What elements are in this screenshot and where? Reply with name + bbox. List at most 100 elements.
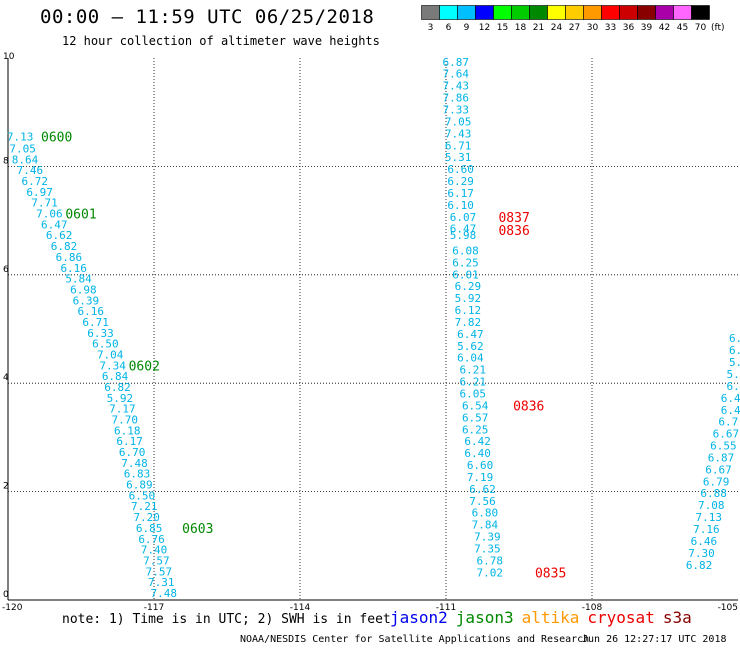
wave-height-value: 5.92 xyxy=(107,392,134,405)
colorbar-swatch xyxy=(691,5,710,20)
footer-note: note: 1) Time is in UTC; 2) SWH is in fe… xyxy=(62,612,391,627)
colorbar-label: 33 xyxy=(605,23,616,33)
wave-height-value: 6.16 xyxy=(60,262,87,275)
time-label: 0837 xyxy=(498,211,529,226)
wave-height-value: 6.84 xyxy=(102,370,129,383)
wave-height-value: 6.67 xyxy=(713,428,740,441)
satellite-legend: jason2 jason3 altika cryosat s3a xyxy=(390,608,700,627)
y-tick-label: 4 xyxy=(3,373,9,383)
wave-height-value: 6.25 xyxy=(452,256,479,269)
wave-height-value: 6.40 xyxy=(464,447,491,460)
time-label: 0836 xyxy=(513,399,544,414)
wave-height-value: 6.29 xyxy=(455,280,482,293)
wave-height-value: 6.50 xyxy=(129,489,156,502)
wave-height-value: 6.72 xyxy=(22,175,49,188)
wave-height-value: 6.17 xyxy=(447,187,474,200)
wave-height-chart: -120 -117 -114 -111 -108 -10502468107.137.058… xyxy=(2,52,740,610)
colorbar-label: 18 xyxy=(515,23,527,33)
wave-height-value: 7.39 xyxy=(474,531,501,544)
wave-height-value: 6.21 xyxy=(460,364,487,377)
wave-height-value: 6.76 xyxy=(138,533,165,546)
wave-height-value: 7.13 xyxy=(696,511,723,524)
wave-height-value: 7.86 xyxy=(442,92,469,105)
wave-height-value: 7.40 xyxy=(141,544,168,557)
wave-height-value: 7.31 xyxy=(148,576,175,589)
wave-height-value: 6.57 xyxy=(462,411,489,424)
wave-height-value: 7.57 xyxy=(143,554,170,567)
wave-height-value: 5.98 xyxy=(450,229,477,242)
colorbar-label: 39 xyxy=(641,23,653,33)
legend-altika: altika xyxy=(521,608,580,627)
colorbar-label: 21 xyxy=(533,23,544,33)
wave-height-value: 6.85 xyxy=(136,522,163,535)
time-label: 0602 xyxy=(129,359,160,374)
wave-height-value: 7.70 xyxy=(112,414,139,427)
wave-height-value: 7.19 xyxy=(467,471,494,484)
wave-height-value: 7.56 xyxy=(469,495,496,508)
wave-height-value: 5.62 xyxy=(457,340,484,353)
page-subtitle: 12 hour collection of altimeter wave hei… xyxy=(62,34,380,48)
colorbar-label: 15 xyxy=(497,23,508,33)
y-tick-label: 6 xyxy=(3,265,9,275)
time-label: 0600 xyxy=(41,131,72,146)
legend-cryosat: cryosat xyxy=(587,608,655,627)
wave-height-value: 6.54 xyxy=(462,399,489,412)
x-tick-label: -105 xyxy=(718,603,738,610)
wave-height-value: 7.64 xyxy=(442,68,469,81)
y-tick-label: 10 xyxy=(3,52,15,62)
wave-height-value: 6. xyxy=(729,332,740,345)
wave-height-value: 6.4 xyxy=(721,392,740,405)
time-label: 0601 xyxy=(65,208,96,223)
legend-jason2: jason2 xyxy=(390,608,448,627)
wave-height-value: 6.89 xyxy=(126,479,153,492)
wave-height-value: 7.08 xyxy=(698,499,725,512)
wave-height-value: 6.05 xyxy=(460,387,487,400)
x-tick-label: -111 xyxy=(436,603,456,610)
wave-height-value: 6.7 xyxy=(718,416,738,429)
wave-height-value: 7.48 xyxy=(121,457,148,470)
wave-height-value: 7.21 xyxy=(131,500,158,513)
page-title: 00:00 – 11:59 UTC 06/25/2018 xyxy=(40,6,375,28)
wave-height-value: 6.01 xyxy=(452,268,479,281)
colorbar-label: 45 xyxy=(677,23,688,33)
time-label: 0603 xyxy=(182,522,213,537)
wave-height-value: 6.4 xyxy=(721,404,740,417)
wave-height-value: 6.17 xyxy=(116,435,143,448)
legend-jason3: jason3 xyxy=(455,608,514,627)
wave-height-value: 6.07 xyxy=(450,211,477,224)
wave-height-value: 6.08 xyxy=(452,244,479,257)
wave-height-value: 7.17 xyxy=(109,403,136,416)
wave-height-value: 7.46 xyxy=(17,164,44,177)
wave-height-value: 6.82 xyxy=(51,240,78,253)
wave-height-value: 6.80 xyxy=(472,507,499,520)
colorbar-unit: (ft) xyxy=(711,23,725,33)
wave-height-value: 7.43 xyxy=(445,127,472,140)
colorbar-label: 42 xyxy=(659,23,670,33)
wave-height-value: 6.83 xyxy=(124,468,151,481)
wave-height-value: 6.10 xyxy=(447,199,474,212)
legend-s3a: s3a xyxy=(662,608,692,627)
wave-height-value: 6.87 xyxy=(442,56,469,69)
wave-height-value: 6.47 xyxy=(41,218,68,231)
wave-height-value: 7.71 xyxy=(31,197,58,210)
wave-height-value: 7.16 xyxy=(693,523,720,536)
wave-height-value: 6.60 xyxy=(467,459,494,472)
wave-height-value: 6.97 xyxy=(26,186,53,199)
wave-height-value: 6.29 xyxy=(447,175,474,188)
wave-height-value: 7.05 xyxy=(9,143,36,156)
wave-height-value: 7.57 xyxy=(146,565,173,578)
wave-height-value: 6.42 xyxy=(464,435,491,448)
wave-height-value: 7.13 xyxy=(7,131,34,144)
colorbar-label: 3 xyxy=(428,23,434,33)
wave-height-value: 6.79 xyxy=(703,475,730,488)
wave-height-value: 5. xyxy=(727,368,740,381)
wave-height-value: 6.16 xyxy=(77,305,104,318)
colorbar-label: 24 xyxy=(551,23,563,33)
wave-height-value: 6.67 xyxy=(705,463,732,476)
wave-height-value: 5. xyxy=(729,356,740,369)
colorbar-label: 9 xyxy=(464,23,470,33)
colorbar-label: 12 xyxy=(479,23,490,33)
wave-height-value: 6.39 xyxy=(73,294,100,307)
x-tick-label: -108 xyxy=(582,603,603,610)
wave-height-value: 6. xyxy=(727,380,740,393)
